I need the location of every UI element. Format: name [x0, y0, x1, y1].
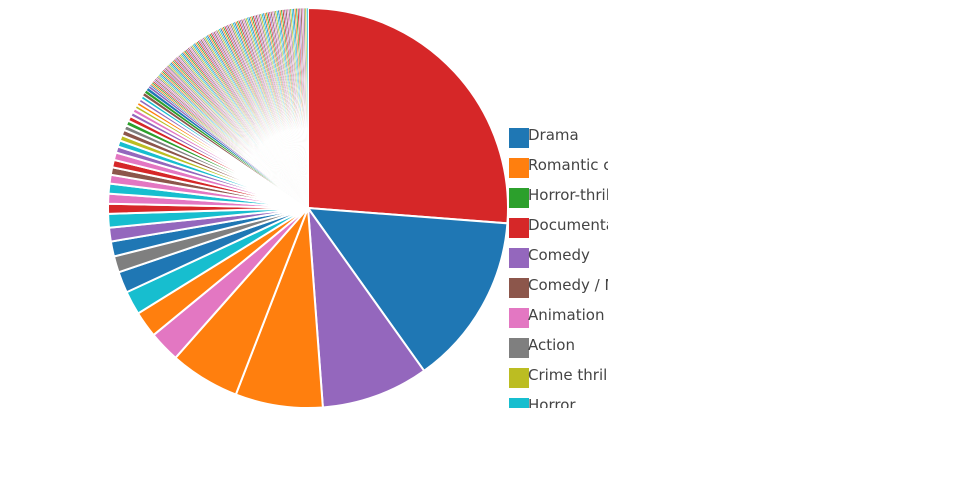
pie-slice-documentary[interactable] [307, 6, 509, 225]
legend-swatch [509, 368, 529, 388]
legend-swatch [509, 248, 529, 268]
legend-swatch [509, 398, 529, 408]
legend-item[interactable]: Horror [508, 390, 608, 408]
legend-item[interactable]: Documentary [508, 210, 608, 240]
pie-slice-drama[interactable] [305, 206, 509, 373]
pie-slice-comedy[interactable] [306, 204, 426, 409]
legend-swatch [509, 188, 529, 208]
legend-swatch [509, 128, 529, 148]
legend-item[interactable]: Action [508, 330, 608, 360]
legend-swatch [509, 218, 529, 238]
legend-item[interactable]: Romantic comedy [508, 150, 608, 180]
legend-item[interactable]: Crime thriller [508, 360, 608, 390]
legend-label: Horror-thriller [528, 186, 608, 204]
legend-item[interactable]: Drama [508, 120, 608, 150]
legend-label: Drama [528, 126, 579, 144]
legend-label: Documentary [528, 216, 608, 234]
legend-swatch [509, 338, 529, 358]
legend-label: Action [528, 336, 575, 354]
pie-slice-156[interactable] [306, 7, 309, 209]
legend-swatch [509, 278, 529, 298]
legend-label: Comedy [528, 246, 590, 264]
legend-item[interactable]: Comedy [508, 240, 608, 270]
legend-label: Romantic comedy [528, 156, 608, 174]
legend: Drama Romantic comedy Horror-thriller Docum… [508, 120, 608, 408]
legend-label: Comedy / Musical [528, 276, 608, 294]
legend-item[interactable]: Animation [508, 300, 608, 330]
legend-swatch [509, 158, 529, 178]
legend-label: Crime thriller [528, 366, 608, 384]
legend-label: Animation [528, 306, 605, 324]
legend-swatch [509, 308, 529, 328]
legend-item[interactable]: Comedy / Musical [508, 270, 608, 300]
legend-label: Horror [528, 396, 576, 408]
legend-item[interactable]: Horror-thriller [508, 180, 608, 210]
